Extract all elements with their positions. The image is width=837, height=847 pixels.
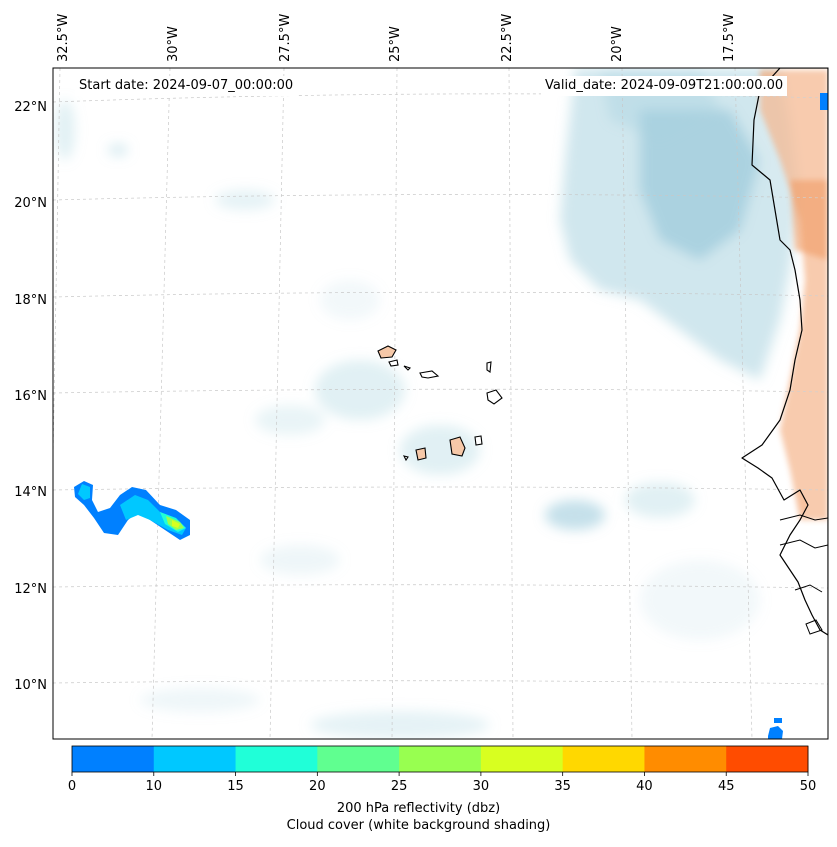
- colorbar-tick-label: 45: [718, 779, 735, 794]
- lon-label: 25°W: [388, 26, 403, 62]
- lon-label: 20°W: [610, 26, 625, 62]
- lon-label: 22.5°W: [500, 14, 515, 62]
- africa-coastline: [741, 68, 828, 636]
- colorbar-segment: [72, 746, 155, 772]
- colorbar-tick-label: 40: [636, 779, 653, 794]
- colorbar-segment: [644, 746, 727, 772]
- colorbar-segment: [317, 746, 400, 772]
- lat-label: 22°N: [14, 100, 47, 115]
- lat-labels: 22°N 20°N 18°N 16°N 14°N 12°N 10°N: [14, 100, 47, 693]
- lat-label: 20°N: [14, 196, 47, 211]
- cloud-cover-layer: [55, 68, 800, 739]
- colorbar-segment: [480, 746, 564, 772]
- cape-verde-islands: [377, 345, 503, 462]
- colorbar-tick-label: 50: [800, 779, 817, 794]
- lon-labels: 32.5°W 30°W 27.5°W 25°W 22.5°W 20°W 17.5…: [56, 14, 737, 62]
- colorbar-tick-label: 25: [391, 779, 408, 794]
- lon-label: 27.5°W: [278, 14, 293, 62]
- colorbar-frame: [71, 745, 809, 773]
- colorbar-title: 200 hPa reflectivity (dbz): [336, 801, 501, 816]
- map-content: [53, 68, 828, 739]
- lon-label: 17.5°W: [722, 14, 737, 62]
- lat-label: 16°N: [14, 389, 47, 404]
- colorbar-tick-label: 30: [473, 779, 490, 794]
- colorbar-segment: [153, 746, 237, 772]
- lat-label: 18°N: [14, 293, 47, 308]
- colorbar-tick-label: 35: [554, 779, 571, 794]
- lon-label: 32.5°W: [56, 14, 71, 62]
- colorbar-segment: [399, 746, 482, 772]
- colorbar-tick-label: 10: [146, 779, 163, 794]
- colorbar-segment: [235, 746, 318, 772]
- lat-label: 10°N: [14, 678, 47, 693]
- valid-date-label: Valid_date: 2024-09-09T21:00:00.00: [541, 76, 788, 96]
- colorbar-tick-label: 20: [309, 779, 326, 794]
- colorbar: 0 10 15 20 25 30 35 40 45 50: [68, 745, 817, 794]
- graticule: [53, 68, 828, 739]
- lat-label: 12°N: [14, 582, 47, 597]
- lon-label: 30°W: [166, 26, 181, 62]
- land-heat-layer: [760, 70, 828, 520]
- reflectivity-blob: [74, 93, 828, 739]
- colorbar-tick-label: 15: [227, 779, 244, 794]
- colorbar-tick-label: 0: [68, 779, 76, 794]
- map-frame: [52, 67, 829, 740]
- colorbar-subtitle: Cloud cover (white background shading): [286, 818, 551, 833]
- colorbar-segment: [726, 746, 809, 772]
- lat-label: 14°N: [14, 485, 47, 500]
- colorbar-segment: [562, 746, 645, 772]
- start-date-label: Start date: 2024-09-07_00:00:00: [75, 76, 298, 96]
